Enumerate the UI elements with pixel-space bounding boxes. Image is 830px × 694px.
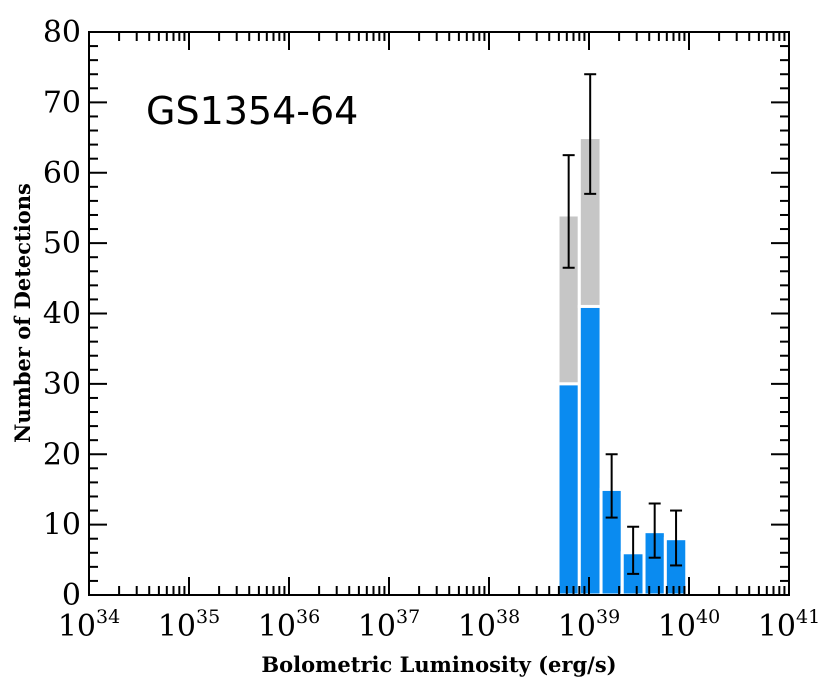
tick-labels-layer: 1034 1035 1036 1037 1038 1039 1040 1041 0 10 20 30 4… <box>43 15 820 644</box>
error-bars-layer <box>562 73 683 575</box>
x-tick-label: 1034 <box>58 606 120 644</box>
y-tick-label: 0 <box>62 578 81 613</box>
x-tick-label: 1039 <box>558 606 620 644</box>
x-tick-label: 1040 <box>658 606 720 644</box>
chart-annotation: GS1354-64 <box>146 89 358 133</box>
y-tick-label: 40 <box>43 297 81 332</box>
y-tick-label: 80 <box>43 15 81 50</box>
y-axis-title: Number of Detections <box>10 183 35 443</box>
ticks-layer <box>88 31 789 596</box>
bar-blue-0 <box>556 382 581 597</box>
error-bar-5 <box>670 509 683 567</box>
error-bar-2 <box>605 453 618 519</box>
y-tick-label: 60 <box>43 156 81 191</box>
error-bar-3 <box>627 525 640 575</box>
x-tick-label: 1037 <box>358 606 420 644</box>
error-bar-1 <box>584 73 597 195</box>
y-tick-label: 20 <box>43 437 81 472</box>
y-tick-label: 50 <box>43 226 81 261</box>
x-tick-label: 1038 <box>458 606 520 644</box>
bar-blue-1 <box>577 304 603 597</box>
y-tick-label: 30 <box>43 367 81 402</box>
x-tick-label: 1036 <box>258 606 320 644</box>
x-axis-title: Bolometric Luminosity (erg/s) <box>261 652 616 677</box>
error-bar-4 <box>648 502 661 559</box>
y-tick-label: 70 <box>43 85 81 120</box>
bars-layer <box>556 136 689 597</box>
error-bar-0 <box>562 154 575 269</box>
x-tick-label: 1035 <box>158 606 220 644</box>
x-tick-label: 1041 <box>758 606 820 644</box>
y-tick-label: 10 <box>43 508 81 543</box>
